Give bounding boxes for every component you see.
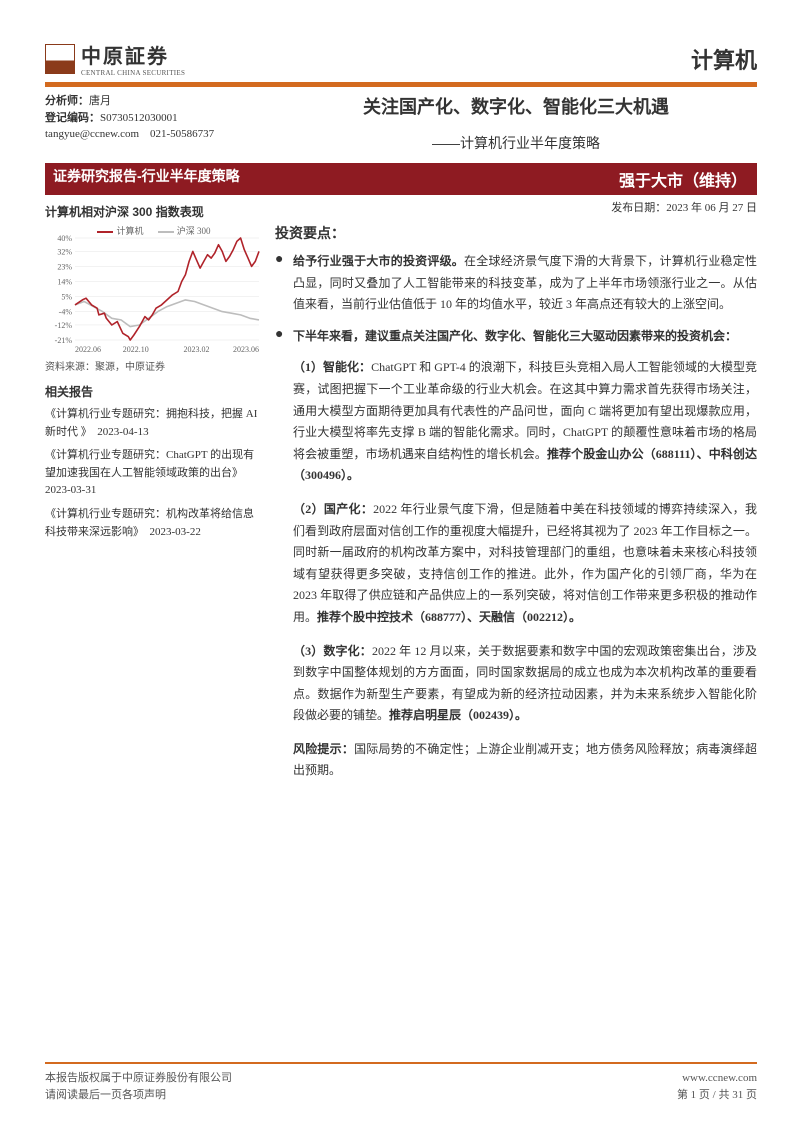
svg-text:32%: 32% <box>57 247 72 256</box>
svg-text:2022.10: 2022.10 <box>123 345 149 354</box>
risk-label: 风险提示： <box>293 742 354 756</box>
legend-label-2: 沪深 300 <box>177 226 211 236</box>
footer-disclaimer: 请阅读最后一页各项声明 <box>45 1087 232 1104</box>
bullet-dot-icon: ● <box>275 326 293 348</box>
svg-text:-12%: -12% <box>55 321 73 330</box>
publish-value: 2023 年 06 月 27 日 <box>666 202 757 214</box>
main-content: 发布日期：2023 年 06 月 27 日 投资要点： ●给予行业强于大市的投资… <box>275 199 757 1062</box>
footer-page-number: 第 1 页 / 共 31 页 <box>677 1087 757 1104</box>
footer-url: www.ccnew.com <box>677 1070 757 1087</box>
bullets-container: ●给予行业强于大市的投资评级。在全球经济景气度下滑的大背景下，计算机行业稳定性凸… <box>275 251 757 347</box>
report-type: 证券研究报告-行业半年度策略 <box>45 163 275 195</box>
sub-block: （3）数字化：2022 年 12 月以来，关于数据要素和数字中国的宏观政策密集出… <box>293 641 757 727</box>
rating-badge: 强于大市（维持） <box>275 163 757 195</box>
related-item: 《计算机行业专题研究：ChatGPT 的出现有望加速我国在人工智能领域政策的出台… <box>45 447 263 500</box>
legend-label-1: 计算机 <box>116 226 143 236</box>
rating-strip: 证券研究报告-行业半年度策略 强于大市（维持） <box>45 163 757 195</box>
investment-points-title: 投资要点： <box>275 223 757 243</box>
related-item: 《计算机行业专题研究：机构改革将给信息科技带来深远影响》 2023-03-22 <box>45 506 263 541</box>
legend-swatch-1 <box>97 231 113 233</box>
report-subtitle: ——计算机行业半年度策略 <box>275 133 757 153</box>
svg-text:14%: 14% <box>57 277 72 286</box>
svg-text:5%: 5% <box>61 293 72 302</box>
logo-name-cn: 中原証券 <box>81 40 185 69</box>
sector-label: 计算机 <box>691 43 757 75</box>
sub-block: （2）国产化：2022 年行业景气度下滑，但是随着中美在科技领域的博弈持续深入，… <box>293 499 757 629</box>
report-page: 中原証券 CENTRAL CHINA SECURITIES 计算机 分析师：唐月… <box>0 0 802 1133</box>
related-list: 《计算机行业专题研究：拥抱科技，把握 AI 新时代 》 2023-04-13 《计… <box>45 406 263 541</box>
publish-date: 发布日期：2023 年 06 月 27 日 <box>275 199 757 215</box>
body: 计算机相对沪深 300 指数表现 计算机 沪深 300 40%32%23%14%… <box>45 199 757 1062</box>
title-block: 关注国产化、数字化、智能化三大机遇 ——计算机行业半年度策略 <box>275 93 757 153</box>
svg-text:-21%: -21% <box>55 336 73 345</box>
related-title: 相关报告 <box>45 383 263 400</box>
risk-block: 风险提示：国际局势的不确定性；上游企业削减开支；地方债务风险释放；病毒演绎超出预… <box>293 739 757 782</box>
chart-title: 计算机相对沪深 300 指数表现 <box>45 203 263 220</box>
svg-text:2023.06: 2023.06 <box>233 345 259 354</box>
analyst-info: 分析师：唐月 登记编码：S0730512030001 tangyue@ccnew… <box>45 93 275 153</box>
header-bar: 中原証券 CENTRAL CHINA SECURITIES 计算机 <box>45 40 757 79</box>
svg-text:2022.06: 2022.06 <box>75 345 101 354</box>
header-row: 分析师：唐月 登记编码：S0730512030001 tangyue@ccnew… <box>45 93 757 153</box>
svg-text:23%: 23% <box>57 262 72 271</box>
report-title: 关注国产化、数字化、智能化三大机遇 <box>275 93 757 119</box>
chart-source: 资料来源：聚源，中原证券 <box>45 358 263 373</box>
logo-mark-icon <box>45 44 75 74</box>
bullet-item: ●给予行业强于大市的投资评级。在全球经济景气度下滑的大背景下，计算机行业稳定性凸… <box>275 251 757 316</box>
svg-text:2023.02: 2023.02 <box>183 345 209 354</box>
analyst-email: tangyue@ccnew.com <box>45 128 139 140</box>
left-sidebar: 计算机相对沪深 300 指数表现 计算机 沪深 300 40%32%23%14%… <box>45 199 275 1062</box>
performance-chart: 计算机 沪深 300 40%32%23%14%5%-4%-12%-21%2022… <box>45 224 263 354</box>
bullet-text: 给予行业强于大市的投资评级。在全球经济景气度下滑的大背景下，计算机行业稳定性凸显… <box>293 251 757 316</box>
bullet-dot-icon: ● <box>275 251 293 316</box>
publish-label: 发布日期： <box>611 202 666 214</box>
subs-container: （1）智能化：ChatGPT 和 GPT-4 的浪潮下，科技巨头竞相入局人工智能… <box>275 357 757 727</box>
sub-block: （1）智能化：ChatGPT 和 GPT-4 的浪潮下，科技巨头竞相入局人工智能… <box>293 357 757 487</box>
cert-number: S0730512030001 <box>100 112 178 124</box>
risk-text: 国际局势的不确定性；上游企业削减开支；地方债务风险释放；病毒演绎超出预期。 <box>293 742 757 778</box>
page-footer: 本报告版权属于中原证券股份有限公司 请阅读最后一页各项声明 www.ccnew.… <box>45 1062 757 1103</box>
cert-label: 登记编码： <box>45 112 100 124</box>
footer-copyright: 本报告版权属于中原证券股份有限公司 <box>45 1070 232 1087</box>
bullet-text: 下半年来看，建议重点关注国产化、数字化、智能化三大驱动因素带来的投资机会： <box>293 326 757 348</box>
bullet-item: ●下半年来看，建议重点关注国产化、数字化、智能化三大驱动因素带来的投资机会： <box>275 326 757 348</box>
analyst-label: 分析师： <box>45 95 89 107</box>
chart-svg: 40%32%23%14%5%-4%-12%-21%2022.062022.102… <box>45 224 263 354</box>
analyst-name: 唐月 <box>89 95 111 107</box>
header-divider <box>45 82 757 87</box>
analyst-phone: 021-50586737 <box>150 128 214 140</box>
legend-swatch-2 <box>158 231 174 233</box>
svg-text:-4%: -4% <box>59 308 73 317</box>
logo-name-en: CENTRAL CHINA SECURITIES <box>81 69 185 77</box>
chart-legend: 计算机 沪深 300 <box>45 224 263 237</box>
related-item: 《计算机行业专题研究：拥抱科技，把握 AI 新时代 》 2023-04-13 <box>45 406 263 441</box>
company-logo: 中原証券 CENTRAL CHINA SECURITIES <box>45 40 185 77</box>
